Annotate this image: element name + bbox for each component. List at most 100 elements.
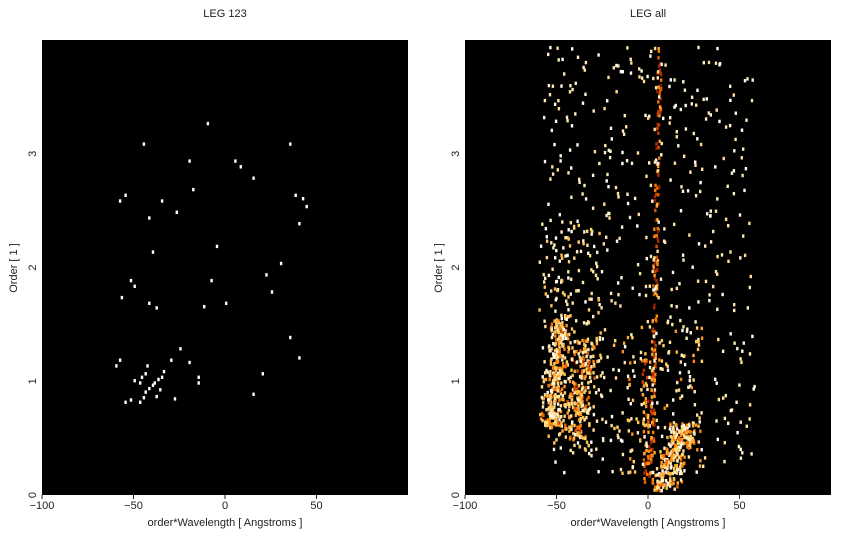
heatmap-cell [556,168,559,172]
heatmap-cell [714,209,718,213]
heatmap-cell [558,355,561,359]
heatmap-cell [642,401,646,406]
heatmap-cell [542,272,545,277]
heatmap-cell [265,273,268,277]
heatmap-cell [586,363,590,368]
heatmap-cell [560,333,563,338]
heatmap-cell [590,440,593,444]
heatmap-cell [554,341,558,346]
heatmap-cell [657,486,660,490]
heatmap-cell [668,340,672,344]
heatmap-cell [636,224,639,228]
heatmap-cell [561,326,565,330]
heatmap-cell [252,176,255,180]
heatmap-cell [680,353,683,357]
heatmap-cell [234,159,237,163]
heatmap-cell [673,435,676,440]
heatmap-cell [570,368,573,372]
heatmap-cell [609,126,613,130]
heatmap-cell [640,69,643,73]
heatmap-cell [550,382,553,386]
heatmap-cell [688,306,691,310]
heatmap-cell [560,421,563,425]
heatmap-cell [567,402,571,406]
heatmap-cell [603,328,607,332]
heatmap-cell [636,263,640,267]
heatmap-cell [611,469,614,474]
heatmap-cell [709,209,712,213]
heatmap-cell [558,398,561,402]
heatmap-cell [587,395,590,400]
heatmap-cell [645,444,649,448]
heatmap-cell [586,371,589,375]
heatmap-cell [652,76,655,81]
heatmap-cell [576,143,579,147]
heatmap-cell [723,441,726,445]
heatmap-cell [550,335,554,340]
heatmap-cell [582,65,585,70]
heatmap-cell [575,349,578,354]
heatmap-cell [704,244,707,248]
x-axis-label: order*Wavelength [ Angstroms ] [148,517,303,529]
heatmap-cell [682,80,685,84]
heatmap-cell [655,319,658,323]
heatmap-cell [614,376,618,380]
heatmap-cell [675,432,679,437]
heatmap-cell [541,418,544,423]
y-tick-label: 3 [450,151,462,157]
heatmap-cell [652,266,655,270]
heatmap-cell [651,401,654,406]
heatmap-cell [627,429,630,433]
heatmap-cell [619,69,623,74]
heatmap-cell [659,483,662,487]
heatmap-cell [721,292,724,297]
heatmap-cell [553,330,556,334]
heatmap-cell [676,481,679,485]
heatmap-cell [553,402,556,406]
heatmap-cell [686,327,689,331]
heatmap-cell [203,305,206,309]
heatmap-cell [573,330,576,334]
heatmap-cell [549,395,552,400]
heatmap-cell [604,420,608,424]
heatmap-cell [541,222,544,226]
heatmap-cell [612,343,616,347]
heatmap-cell [687,437,690,441]
heatmap-cell [651,421,654,425]
heatmap-cell [566,119,569,123]
heatmap-cell [148,386,151,391]
heatmap-cell [684,103,687,108]
heatmap-cell [566,400,569,404]
heatmap-cell [660,472,663,477]
heatmap-cell [542,401,545,405]
heatmap-cell [623,345,627,349]
heatmap-cell [667,350,671,354]
heatmap-cell [543,393,547,397]
heatmap-cell [557,394,561,399]
heatmap-cell [559,389,562,394]
heatmap-cell [672,441,675,445]
heatmap-cell [539,412,542,417]
heatmap-cell [594,391,598,395]
heatmap-cell [623,360,626,365]
y-ticks: 0 1 2 3 [27,151,39,498]
y-tick-label: 2 [450,264,462,270]
heatmap-cell [615,63,618,68]
heatmap-cell [722,396,725,400]
heatmap-cell [740,156,743,160]
heatmap-cell [653,394,656,399]
heatmap-cell [606,248,609,252]
heatmap-cell [648,365,652,370]
heatmap-cell [738,383,741,387]
heatmap-cell [689,441,693,445]
heatmap-cell [564,403,567,407]
heatmap-cell [649,448,653,452]
heatmap-cell [556,327,559,332]
heatmap-cell [696,413,699,417]
heatmap-cell [590,291,593,296]
heatmap-cell [581,408,584,413]
heatmap-cell [652,334,655,338]
heatmap-cell [645,383,648,387]
heatmap-cell [742,341,745,345]
heatmap-cell [729,332,732,336]
